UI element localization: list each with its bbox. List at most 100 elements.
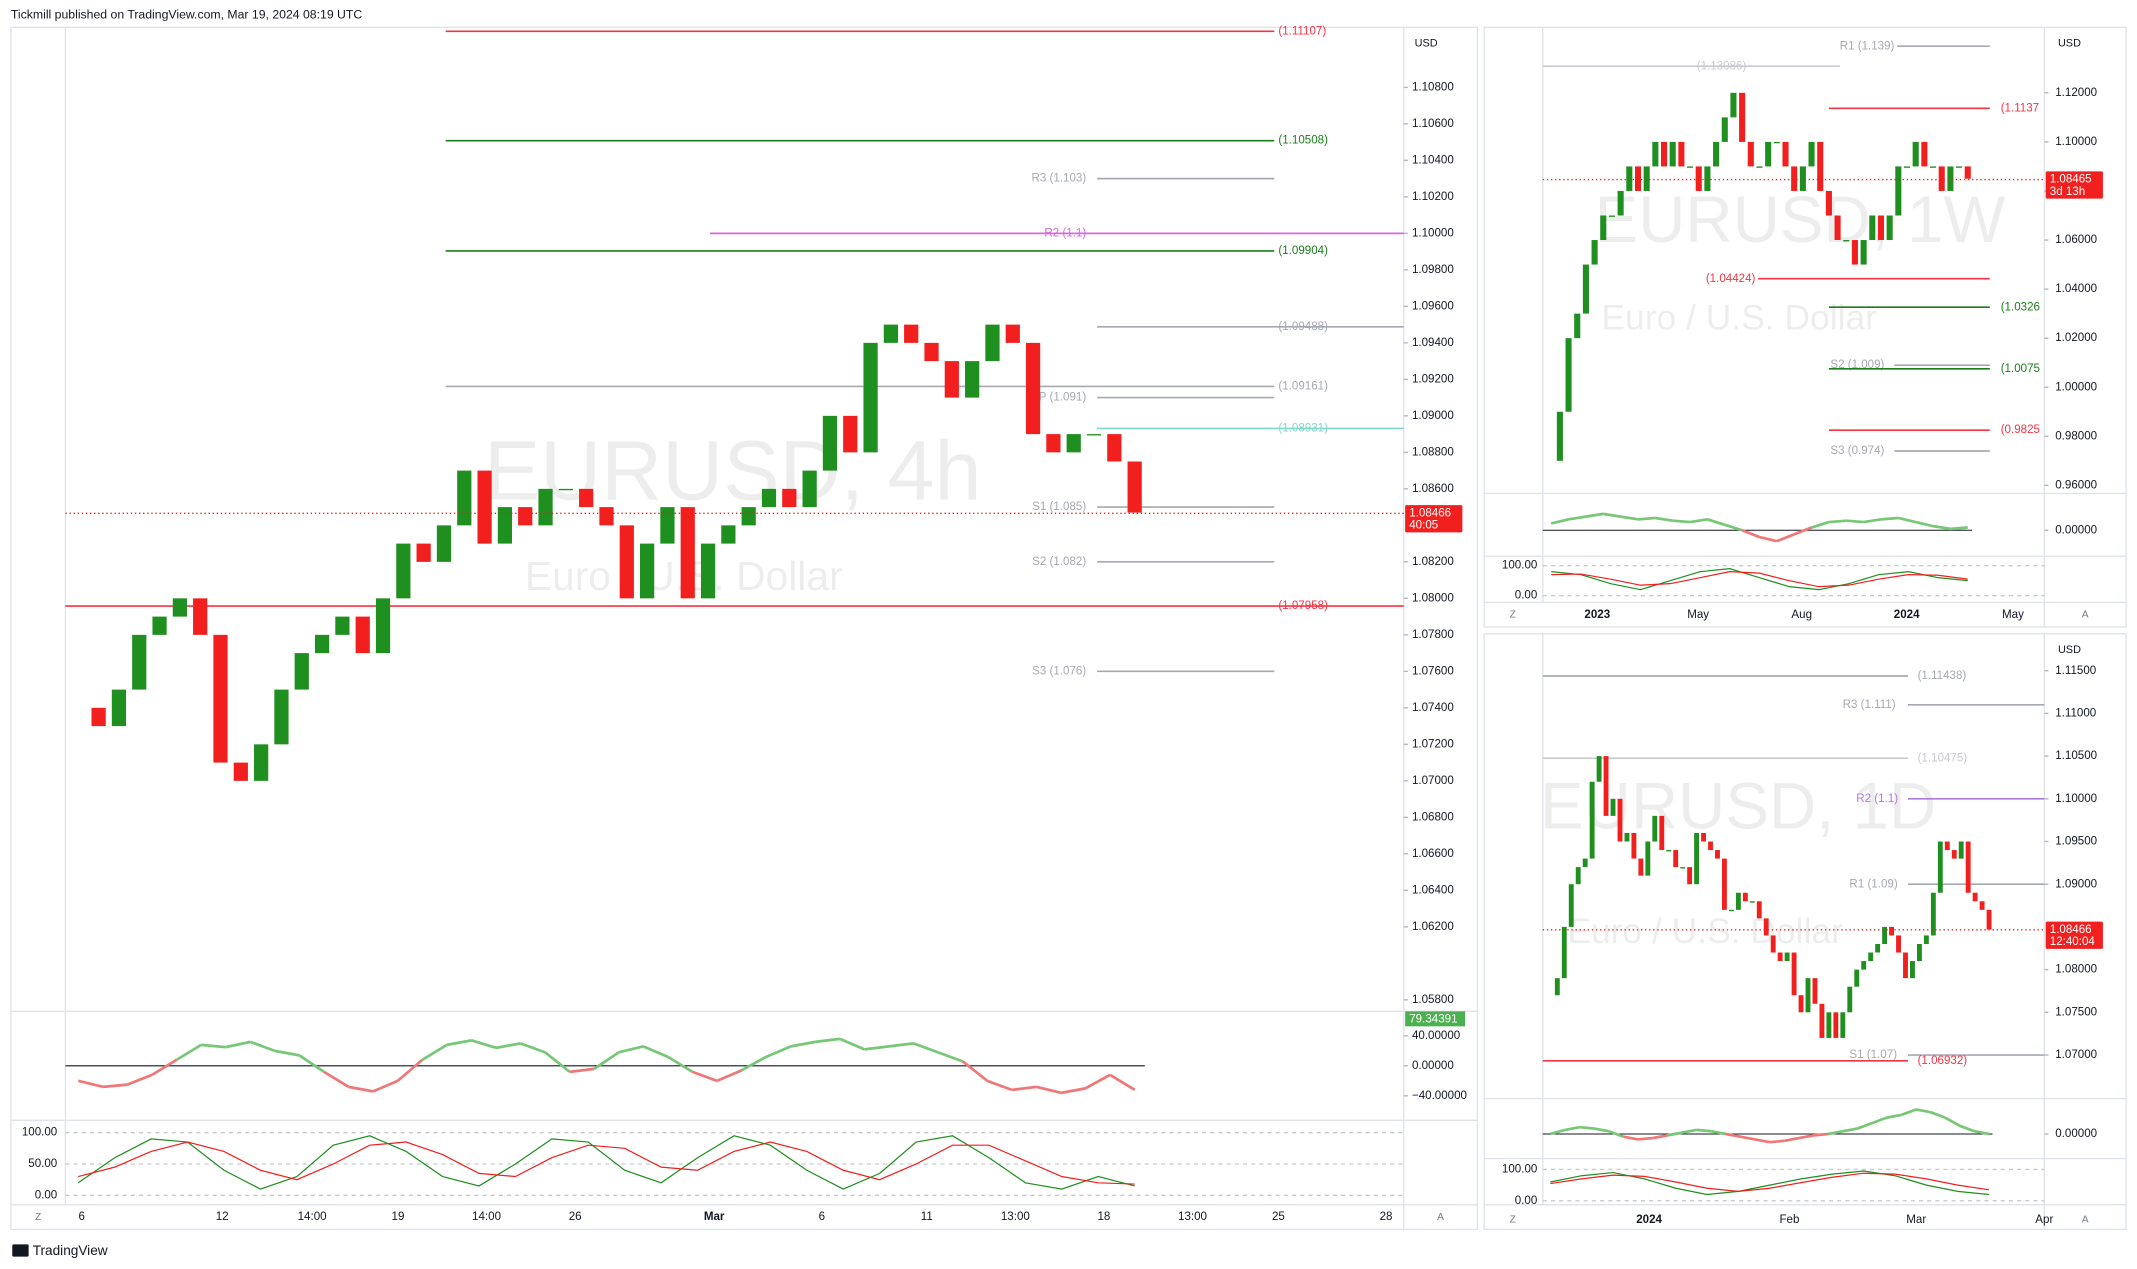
y-tick-label: 1.12000 [2055,87,2097,99]
osc-segment [790,1040,816,1048]
stoch-d-line [1550,1172,1990,1193]
y-tick-label: 1.06000 [2055,234,2097,246]
osc-segment [1950,526,1968,531]
y-tick-label: 1.08600 [1412,483,1454,495]
level-label: S3 (0.974) [1830,445,1884,457]
candle [375,598,391,654]
level-label: S1 (1.085) [1032,501,1086,513]
osc-segment [225,1040,251,1049]
last-price-badge [2045,171,2103,199]
y-tick-label: 1.10500 [2055,750,2097,762]
candle [1964,166,1971,179]
y-tick-label: 1.07200 [1412,738,1454,750]
candle [1554,978,1560,996]
y-tick-label: 1.10200 [1412,191,1454,203]
auto-scale-button[interactable]: A [2082,1215,2089,1226]
candle [1798,995,1804,1013]
osc-segment [569,1067,595,1074]
candle [1791,166,1798,191]
auto-scale-button[interactable]: A [2082,609,2089,620]
candle [193,598,208,635]
candle [1643,166,1650,191]
y-tick-label: 1.06800 [1412,811,1454,823]
osc-segment [396,1058,424,1082]
osc-segment [1898,516,1916,524]
candle [1715,850,1720,859]
candle [1886,215,1893,241]
osc-segment [1769,1139,1785,1144]
osc-segment [520,1042,546,1054]
candle [721,525,736,544]
osc-segment [1793,526,1813,536]
y-tick-label: 1.07800 [1412,629,1454,641]
auto-scale-button[interactable]: A [1437,1212,1444,1223]
zoom-button[interactable]: Z [1510,1215,1516,1226]
osc-tick-label: 0.00000 [2055,524,2097,536]
osc-segment [716,1069,743,1083]
osc-segment [1798,1134,1814,1140]
osc-segment [1811,520,1830,529]
candle [1854,969,1860,987]
candle [1812,978,1818,1004]
osc-segment [1827,1129,1844,1136]
candle [1986,909,1992,930]
candle [1896,935,1901,953]
candle [172,598,187,617]
candle [741,507,756,526]
stoch-tick-label: 100.00 [22,1127,57,1139]
candle [1652,815,1658,842]
symbol-description: Euro / U.S. Dollar [1601,298,1877,338]
candle [1956,166,1963,168]
currency-label: USD [2058,644,2081,656]
stoch-k-line [1551,568,1968,591]
osc-segment [1608,1129,1624,1138]
osc-segment [1724,523,1743,532]
y-tick-label: 1.08800 [1412,446,1454,458]
candle [1868,952,1874,962]
x-tick-label: Aug [1791,609,1812,621]
candle [416,543,431,562]
osc-segment [175,1043,202,1062]
osc-segment [1915,1108,1931,1114]
osc-segment [1932,524,1951,531]
level-label: R1 (1.09) [1849,878,1897,890]
candle [1770,935,1776,953]
osc-segment [1754,1138,1770,1144]
y-tick-label: 1.11000 [2055,707,2096,719]
candle [1965,841,1971,893]
zoom-button[interactable]: Z [1510,609,1516,620]
y-tick-label: 1.09000 [2055,878,2097,890]
osc-segment [1759,535,1778,543]
candle [1860,240,1867,265]
y-tick-label: 1.09500 [2055,836,2097,848]
osc-segment [1886,1113,1902,1119]
last-price-label: 1.08466 [2050,924,2092,936]
osc-segment [1696,1128,1712,1133]
y-tick-label: 1.11500 [2055,665,2096,677]
osc-segment [1672,519,1691,524]
candle [1808,141,1815,167]
candle [558,488,573,491]
candle [863,342,878,453]
osc-segment [1655,516,1673,523]
candle [1608,215,1615,217]
stoch-tick-label: 0.00 [35,1189,58,1201]
candle [1921,141,1928,167]
y-tick-label: 1.10800 [1412,81,1454,93]
candle [1916,943,1922,962]
osc-segment [1974,1129,1990,1136]
x-tick-label: 6 [79,1211,85,1223]
candle [132,634,147,690]
candle [1763,918,1769,936]
stoch-k-line [77,1135,1135,1190]
candle [1610,798,1616,816]
osc-segment [421,1043,448,1062]
candle [1617,190,1624,216]
level-label: S3 (1.076) [1032,665,1086,677]
zoom-button[interactable]: Z [35,1212,41,1223]
candle [1687,166,1694,168]
candle [1791,952,1797,996]
osc-segment [77,1079,104,1089]
